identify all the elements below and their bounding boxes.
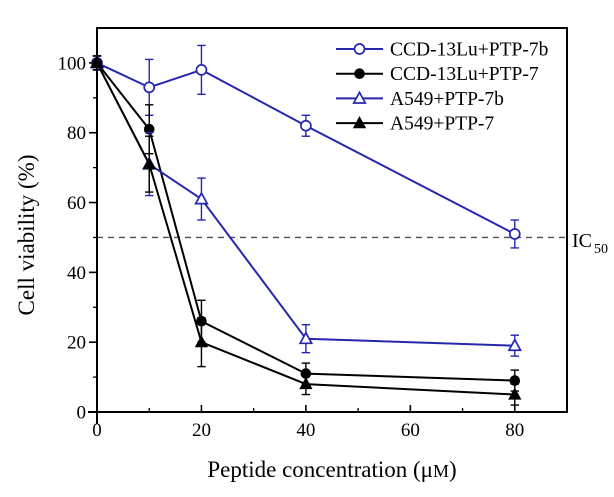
legend-label: A549+PTP-7b xyxy=(390,89,504,110)
triangle-filled-marker xyxy=(194,335,209,348)
x-tick-label: 20 xyxy=(192,420,211,441)
triangle-open-marker xyxy=(352,90,367,104)
x-tick-label: 60 xyxy=(401,420,420,441)
x-tick-label: 40 xyxy=(296,420,315,441)
legend-label: A549+PTP-7 xyxy=(390,114,494,135)
series-a549-ptp-7 xyxy=(90,55,522,406)
triangle-filled-marker xyxy=(142,157,156,170)
circle-open-marker xyxy=(300,119,312,132)
y-tick-label: 0 xyxy=(77,403,87,424)
legend-item: CCD-13Lu+PTP-7b xyxy=(336,40,548,61)
ic50-label-sub: 50 xyxy=(594,242,608,257)
circle-filled-marker xyxy=(354,68,365,79)
circle-open-marker xyxy=(143,81,156,94)
x-axis-title: Peptide concentration (μM) xyxy=(207,457,456,482)
plot-frame xyxy=(96,27,568,413)
triangle-filled-marker xyxy=(352,116,367,129)
circle-open-marker xyxy=(353,43,366,55)
legend-item: CCD-13Lu+PTP-7 xyxy=(336,64,539,85)
x-tick-label: 80 xyxy=(505,420,524,441)
y-tick-label: 100 xyxy=(58,53,87,74)
ic50-label: IC 50 xyxy=(572,230,608,257)
legend-label: CCD-13Lu+PTP-7 xyxy=(390,64,539,85)
y-tick-label: 20 xyxy=(67,333,86,354)
y-tick-label: 60 xyxy=(67,193,86,214)
triangle-open-marker xyxy=(507,337,523,352)
circle-open-marker xyxy=(508,228,521,240)
circle-open-marker xyxy=(195,64,208,76)
triangle-filled-marker xyxy=(508,387,522,400)
triangle-filled-marker xyxy=(90,55,104,69)
axis-ticks: 0 20 40 60 80 0 20 40 60 80 100 xyxy=(58,53,525,441)
y-tick-label: 40 xyxy=(67,263,86,284)
legend-item: A549+PTP-7b xyxy=(336,89,504,110)
legend-label: CCD-13Lu+PTP-7b xyxy=(390,40,548,61)
legend-item: A549+PTP-7 xyxy=(336,114,494,135)
series-a549-ptp-7-markers xyxy=(90,55,522,400)
triangle-open-marker xyxy=(298,330,314,345)
y-axis-title: Cell viability (%) xyxy=(14,155,39,316)
ic50-label-main: IC xyxy=(572,230,592,252)
legend: CCD-13Lu+PTP-7b CCD-13Lu+PTP-7 A549+PTP-7b… xyxy=(336,40,548,135)
x-tick-label: 0 xyxy=(92,420,102,441)
triangle-open-marker xyxy=(194,191,209,205)
triangle-filled-marker xyxy=(299,377,313,390)
y-tick-label: 80 xyxy=(67,123,86,144)
